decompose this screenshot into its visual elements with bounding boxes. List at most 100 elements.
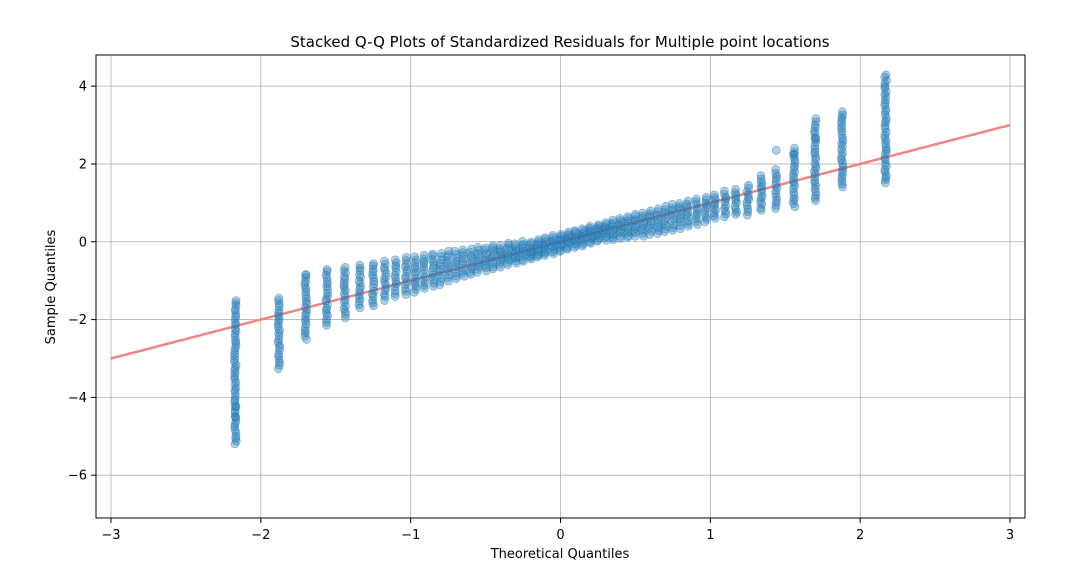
data-point	[355, 294, 365, 303]
data-point	[669, 208, 678, 218]
data-point	[230, 400, 240, 410]
data-point	[488, 241, 498, 251]
data-point	[811, 134, 821, 144]
data-point	[458, 266, 467, 276]
data-point	[274, 355, 284, 365]
data-point	[274, 334, 284, 344]
data-point	[274, 316, 284, 326]
data-point	[339, 283, 349, 292]
data-point	[339, 280, 349, 290]
data-point	[458, 251, 468, 260]
data-point	[571, 234, 581, 243]
data-point	[810, 159, 820, 168]
data-point	[321, 296, 331, 306]
data-point	[645, 224, 655, 233]
x-axis-label: Theoretical Quantiles	[490, 547, 630, 562]
data-point	[401, 274, 411, 283]
data-point	[757, 185, 767, 195]
data-point	[811, 190, 821, 200]
data-point	[556, 231, 566, 241]
data-point	[836, 123, 846, 133]
data-point	[811, 187, 821, 197]
data-point	[837, 127, 847, 136]
data-point	[683, 219, 693, 229]
data-point	[675, 204, 685, 213]
data-point	[700, 206, 710, 215]
data-point	[570, 226, 580, 236]
data-point	[789, 172, 799, 182]
data-point	[660, 205, 670, 214]
data-point	[322, 267, 332, 276]
data-point	[481, 248, 491, 258]
data-point	[368, 267, 378, 277]
data-point	[526, 237, 536, 247]
data-point	[518, 236, 527, 246]
data-point	[743, 204, 753, 214]
data-point	[615, 214, 625, 223]
data-point	[601, 218, 611, 228]
data-point	[518, 243, 528, 253]
data-point	[881, 87, 891, 97]
data-point	[419, 259, 429, 269]
data-point	[555, 243, 565, 253]
data-point	[274, 314, 284, 324]
data-point	[880, 133, 890, 143]
data-point	[653, 207, 663, 216]
data-point	[682, 199, 692, 209]
data-point	[692, 209, 702, 218]
data-point	[230, 391, 240, 401]
data-point	[609, 224, 619, 234]
data-point	[810, 126, 819, 136]
data-point	[495, 244, 505, 253]
data-point	[323, 288, 332, 298]
data-point	[646, 219, 656, 228]
data-point	[700, 209, 710, 219]
data-point	[711, 205, 720, 215]
data-point	[709, 211, 719, 221]
data-point	[682, 210, 692, 220]
data-point	[368, 298, 378, 308]
data-point	[435, 258, 445, 268]
data-point	[541, 239, 551, 249]
data-point	[639, 216, 649, 226]
data-point	[481, 256, 490, 266]
data-point	[631, 212, 640, 221]
data-point	[616, 218, 626, 227]
data-point	[467, 256, 476, 266]
data-point	[563, 231, 573, 240]
data-point	[274, 301, 284, 311]
data-point	[838, 133, 847, 143]
data-point	[683, 196, 693, 206]
data-point	[231, 298, 241, 308]
data-point	[301, 270, 311, 280]
data-point	[608, 229, 618, 239]
data-point	[571, 241, 581, 250]
data-point	[510, 247, 520, 257]
data-point	[511, 252, 520, 262]
data-point	[601, 235, 611, 245]
data-point	[881, 95, 890, 105]
data-point	[230, 315, 240, 325]
data-point	[837, 179, 847, 189]
data-point	[570, 235, 580, 245]
data-point	[230, 412, 240, 422]
reference-line-group	[110, 123, 1011, 360]
data-point	[790, 194, 799, 203]
data-point	[511, 256, 521, 266]
chart-title: Stacked Q-Q Plots of Standardized Residu…	[290, 33, 829, 51]
data-point	[624, 214, 633, 224]
x-tick-label: −3	[101, 528, 120, 543]
data-point	[401, 280, 410, 289]
data-point	[340, 262, 350, 272]
data-point	[533, 249, 543, 259]
data-point	[231, 417, 241, 427]
data-point	[230, 306, 240, 316]
data-point	[881, 173, 891, 183]
data-point	[547, 241, 557, 251]
data-point	[503, 255, 513, 265]
data-point	[838, 110, 848, 120]
data-point	[881, 161, 891, 171]
data-point	[402, 259, 411, 269]
data-point	[881, 118, 890, 128]
data-point	[341, 309, 350, 319]
